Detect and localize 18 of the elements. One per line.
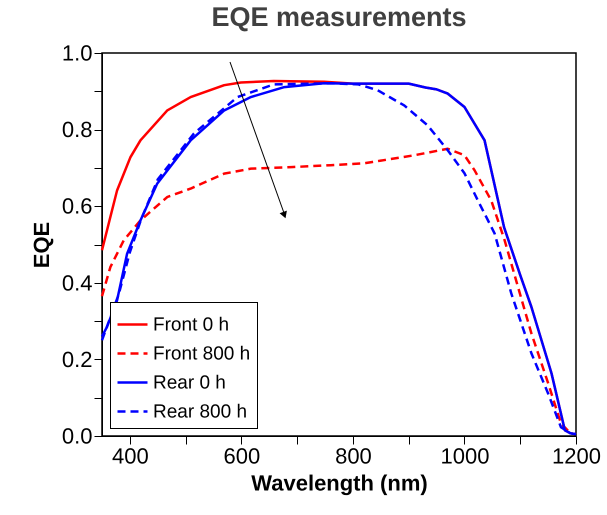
text: 1.0 bbox=[62, 40, 92, 66]
text: 0.0 bbox=[62, 424, 92, 448]
x-tick-label: 400 bbox=[112, 444, 149, 468]
x-tick-label: 600 bbox=[224, 444, 260, 468]
y-tick-label: 0.6 bbox=[62, 194, 92, 219]
legend-label: Front 800 h bbox=[153, 344, 250, 364]
y-tick-label: 0.4 bbox=[62, 270, 92, 296]
legend-label: Rear 0 h bbox=[153, 372, 226, 394]
y-tick-label: 0.8 bbox=[62, 117, 92, 142]
chart-title: EQE measurements bbox=[211, 2, 467, 32]
x-tick-label: 1000 bbox=[440, 444, 490, 468]
y-axis-title: EQE bbox=[28, 222, 54, 268]
y-tick-label: 0.2 bbox=[62, 346, 92, 372]
legend-label: Front 0 h bbox=[153, 314, 230, 336]
legend-label: Rear 800 h bbox=[153, 402, 248, 422]
x-axis-title: Wavelength (nm) bbox=[251, 470, 428, 496]
x-tick-label: 800 bbox=[335, 444, 372, 468]
x-tick-label: 1200 bbox=[552, 444, 601, 468]
